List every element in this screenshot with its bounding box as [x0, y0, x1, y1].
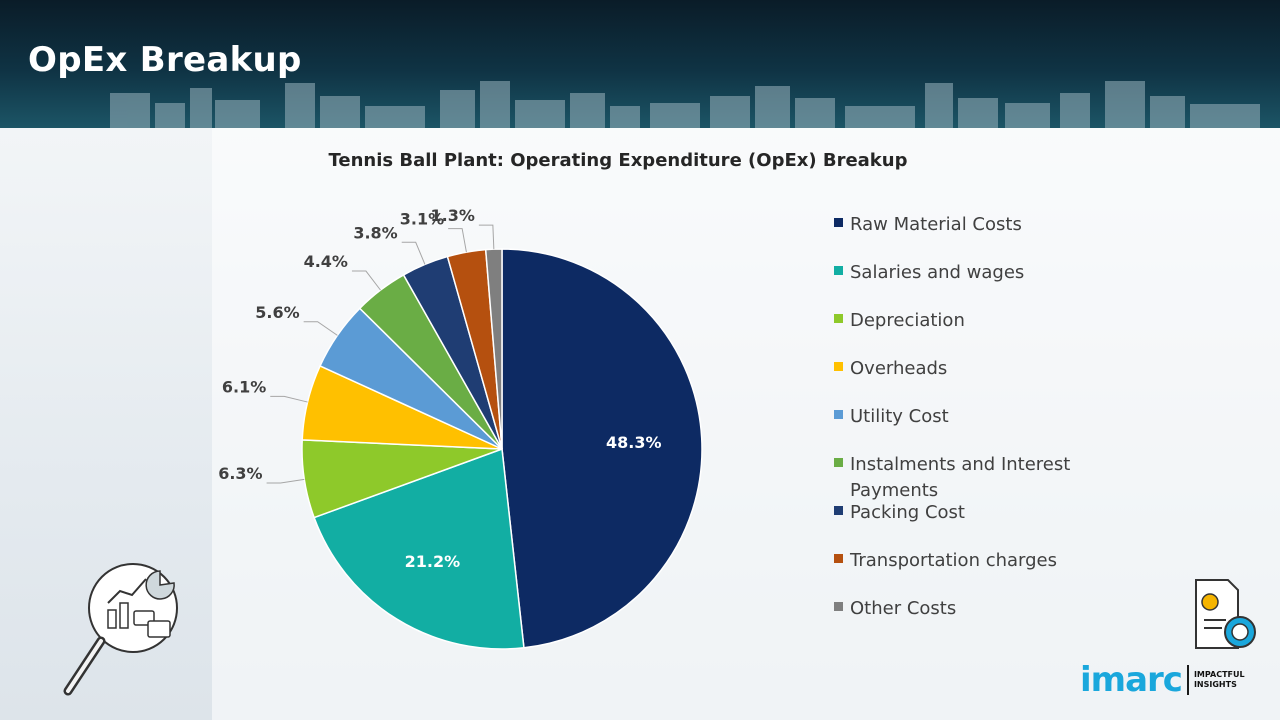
legend-label: Overheads — [850, 358, 948, 379]
leader-line-other-costs — [478, 224, 495, 250]
brand-logo: imarc IMPACTFUL INSIGHTS — [1080, 660, 1254, 700]
legend-item-packing-cost: Packing Cost — [834, 500, 1090, 526]
legend-item-utility-cost: Utility Cost — [834, 404, 1090, 430]
leader-line-overheads — [270, 395, 308, 403]
legend-swatch — [834, 362, 843, 371]
data-label-depreciation: 6.3% — [218, 464, 262, 483]
legend-label: Other Costs — [850, 598, 957, 619]
brand-tagline: IMPACTFUL INSIGHTS — [1194, 670, 1254, 690]
brand-name: imarc — [1080, 660, 1183, 700]
brand-divider — [1186, 665, 1189, 695]
pie-slice-raw-material-costs — [501, 248, 703, 649]
data-label-overheads: 6.1% — [222, 377, 266, 396]
brand-tagline-line1: IMPACTFUL — [1193, 670, 1245, 679]
legend-swatch — [834, 218, 843, 227]
leader-line-instalments-and-interest-payments — [351, 270, 381, 291]
legend-swatch — [834, 506, 843, 515]
data-label-salaries-and-wages: 21.2% — [405, 552, 461, 571]
legend-swatch — [834, 458, 843, 467]
leader-line-utility-cost — [303, 321, 338, 336]
legend-swatch — [834, 602, 843, 611]
data-label-utility-cost: 5.6% — [255, 303, 299, 322]
legend-swatch — [834, 554, 843, 563]
data-label-instalments-and-interest-payments: 4.4% — [304, 252, 348, 271]
analytics-magnifier-icon — [63, 563, 178, 696]
header-banner: OpEx Breakup — [0, 0, 1280, 128]
leader-line-depreciation — [266, 478, 305, 484]
page-title: OpEx Breakup — [28, 40, 302, 80]
leader-line-transportation-charges — [448, 228, 467, 253]
legend-swatch — [834, 410, 843, 419]
legend-swatch — [834, 314, 843, 323]
brand-tagline-line2: INSIGHTS — [1193, 680, 1237, 689]
legend-label: Utility Cost — [850, 406, 949, 427]
legend-label: Instalments and Interest Payments — [850, 454, 1071, 501]
chart-title: Tennis Ball Plant: Operating Expenditure… — [329, 150, 908, 171]
data-label-other-costs: 1.3% — [430, 206, 474, 225]
invoice-dollar-gear-icon — [1195, 579, 1256, 649]
legend-label: Salaries and wages — [850, 262, 1025, 283]
legend-item-salaries-and-wages: Salaries and wages — [834, 260, 1090, 286]
skyline-decoration — [110, 81, 1260, 128]
legend-item-other-costs: Other Costs — [834, 596, 1090, 622]
legend-item-raw-material-costs: Raw Material Costs — [834, 212, 1090, 238]
legend-item-transportation-charges: Transportation charges — [834, 548, 1090, 574]
data-label-raw-material-costs: 48.3% — [606, 433, 662, 452]
legend-label: Raw Material Costs — [850, 214, 1022, 235]
legend-swatch — [834, 266, 843, 275]
legend-item-overheads: Overheads — [834, 356, 1090, 382]
data-label-transportation-charges: 3.1% — [400, 210, 444, 229]
leader-line-packing-cost — [401, 241, 426, 265]
data-label-packing-cost: 3.8% — [353, 223, 397, 242]
legend-label: Packing Cost — [850, 502, 965, 523]
legend-label: Transportation charges — [850, 550, 1057, 571]
legend-item-depreciation: Depreciation — [834, 308, 1090, 334]
legend-item-instalments-and-interest-payments: Instalments and Interest Payments — [834, 452, 1090, 504]
legend-label: Depreciation — [850, 310, 965, 331]
